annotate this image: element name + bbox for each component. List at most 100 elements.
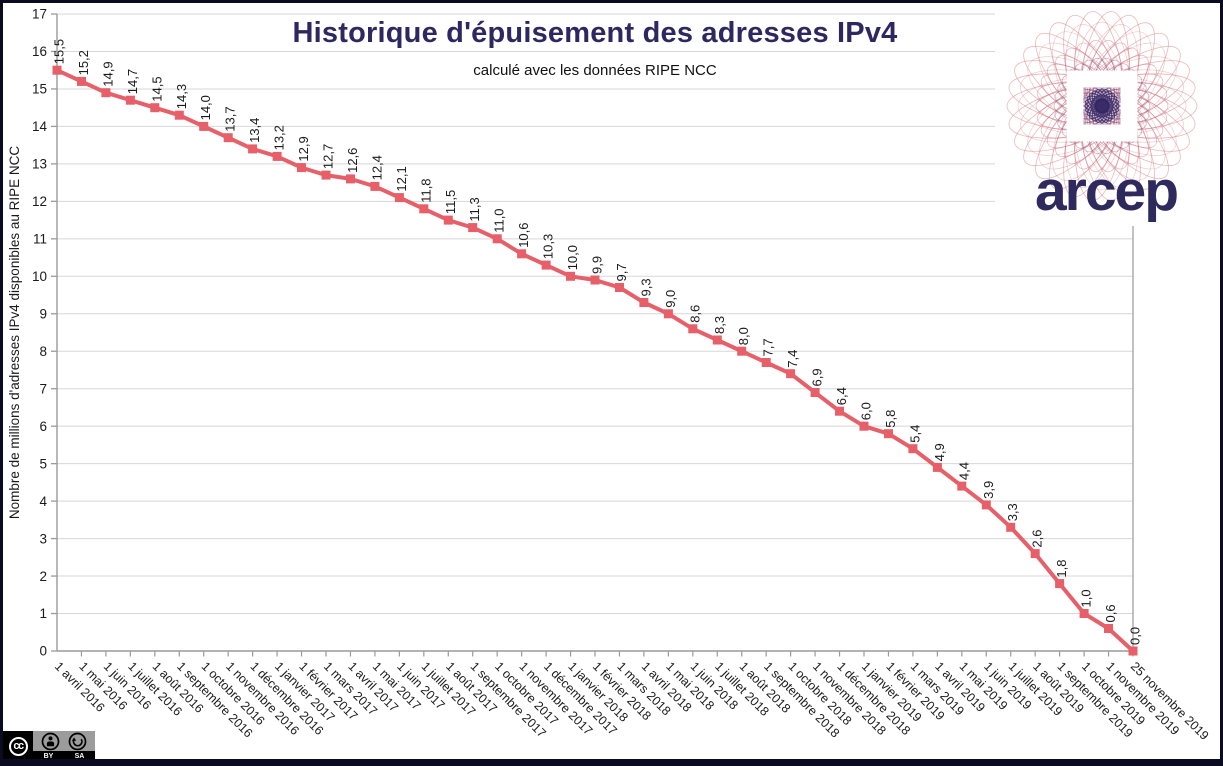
- y-tick-label: 14: [32, 119, 48, 134]
- data-point-marker: [1030, 549, 1040, 559]
- data-point-marker: [737, 346, 747, 356]
- data-label: 14,7: [125, 69, 140, 94]
- data-point-marker: [712, 335, 722, 345]
- data-point-marker: [1006, 522, 1016, 532]
- data-label: 9,0: [663, 290, 678, 308]
- data-point-marker: [346, 174, 355, 184]
- y-tick-label: 9: [39, 306, 47, 321]
- cc-license-badge: cc BY SA: [3, 731, 95, 761]
- cc-by-icon: [41, 732, 60, 750]
- data-point-marker: [541, 260, 551, 270]
- data-label: 8,6: [687, 305, 702, 323]
- data-point-marker: [321, 170, 331, 180]
- cc-sa-label: SA: [74, 752, 85, 760]
- data-point-marker: [199, 121, 209, 131]
- y-tick-label: 2: [39, 569, 47, 584]
- data-point-marker: [957, 481, 967, 491]
- y-tick-label: 1: [39, 606, 47, 621]
- data-point-marker: [810, 388, 820, 397]
- data-point-marker: [932, 462, 942, 472]
- data-point-marker: [272, 151, 282, 161]
- data-point-marker: [566, 271, 575, 281]
- y-tick-label: 4: [39, 494, 47, 509]
- data-label: 2,6: [1030, 530, 1045, 548]
- data-label: 12,4: [369, 155, 384, 180]
- data-point-marker: [761, 358, 771, 367]
- data-label: 0,0: [1128, 627, 1143, 645]
- data-point-marker: [101, 88, 111, 98]
- data-label: 1,8: [1054, 560, 1069, 578]
- data-point-marker: [174, 110, 184, 120]
- data-label: 4,4: [956, 462, 971, 480]
- data-point-marker: [1079, 609, 1089, 618]
- data-label: 12,7: [321, 144, 336, 169]
- data-label: 11,5: [443, 190, 458, 214]
- y-tick-label: 8: [39, 344, 47, 359]
- y-tick-label: 6: [39, 419, 47, 434]
- y-tick-label: 0: [39, 644, 47, 659]
- data-label: 6,9: [810, 368, 825, 386]
- data-label: 3,3: [1005, 503, 1020, 521]
- data-point-marker: [77, 76, 86, 86]
- data-point-marker: [419, 204, 429, 214]
- data-label: 13,4: [247, 118, 262, 143]
- data-point-marker: [859, 421, 869, 431]
- data-label: 11,8: [418, 178, 433, 202]
- data-label: 5,4: [907, 425, 922, 443]
- data-point-marker: [443, 215, 453, 225]
- data-label: 10,6: [516, 222, 531, 247]
- data-point-marker: [835, 406, 844, 416]
- y-tick-label: 3: [39, 531, 47, 546]
- data-point-marker: [468, 223, 478, 233]
- data-label: 12,9: [296, 136, 311, 161]
- data-point-marker: [615, 283, 624, 292]
- data-label: 9,3: [638, 278, 653, 296]
- data-label: 3,9: [981, 481, 996, 499]
- arcep-logo-graphic: [1006, 11, 1198, 201]
- data-label: 5,8: [883, 410, 898, 428]
- data-label: 15,5: [52, 39, 67, 64]
- data-label: 12,6: [345, 148, 360, 173]
- y-tick-label: 10: [32, 269, 47, 284]
- data-point-marker: [908, 444, 918, 454]
- cc-by-label: BY: [43, 752, 54, 760]
- data-point-marker: [150, 103, 160, 113]
- series-line: [55, 68, 1135, 653]
- y-axis-title: Nombre de millions d'adresses IPv4 dispo…: [7, 146, 22, 519]
- data-label: 6,0: [859, 402, 874, 420]
- data-point-marker: [663, 309, 673, 319]
- y-tick-label: 12: [32, 194, 47, 209]
- data-label: 10,3: [541, 234, 556, 259]
- data-label: 15,2: [76, 50, 91, 75]
- data-point-marker: [517, 249, 527, 259]
- data-label: 13,2: [272, 125, 287, 150]
- data-label: 14,5: [149, 76, 164, 101]
- data-point-marker: [248, 144, 258, 154]
- y-tick-label: 11: [33, 232, 47, 247]
- data-label: 4,9: [932, 443, 947, 461]
- data-point-marker: [884, 429, 893, 439]
- data-point-marker: [786, 369, 796, 379]
- data-point-marker: [370, 181, 380, 191]
- data-label: 13,7: [223, 106, 238, 131]
- data-label: 14,3: [174, 84, 189, 109]
- cc-icon: cc: [3, 731, 33, 761]
- data-point-marker: [639, 298, 649, 307]
- data-point-marker: [590, 275, 600, 285]
- arcep-wordmark: arcep: [1034, 159, 1179, 223]
- data-point-marker: [1104, 624, 1113, 633]
- data-label: 7,7: [761, 338, 776, 356]
- y-tick-label: 7: [39, 381, 47, 396]
- data-point-marker: [125, 95, 135, 105]
- y-tick-label: 17: [32, 7, 47, 22]
- arcep-logo: arcep: [995, 8, 1217, 226]
- data-label: 12,1: [394, 166, 409, 191]
- data-label: 8,0: [736, 327, 751, 345]
- data-point-marker: [223, 133, 233, 143]
- data-point-marker: [52, 65, 62, 75]
- data-label: 6,4: [834, 387, 849, 405]
- y-tick-label: 5: [39, 456, 47, 471]
- y-tick-label: 13: [32, 157, 47, 172]
- data-point-marker: [1128, 646, 1138, 656]
- data-label: 14,9: [100, 61, 115, 86]
